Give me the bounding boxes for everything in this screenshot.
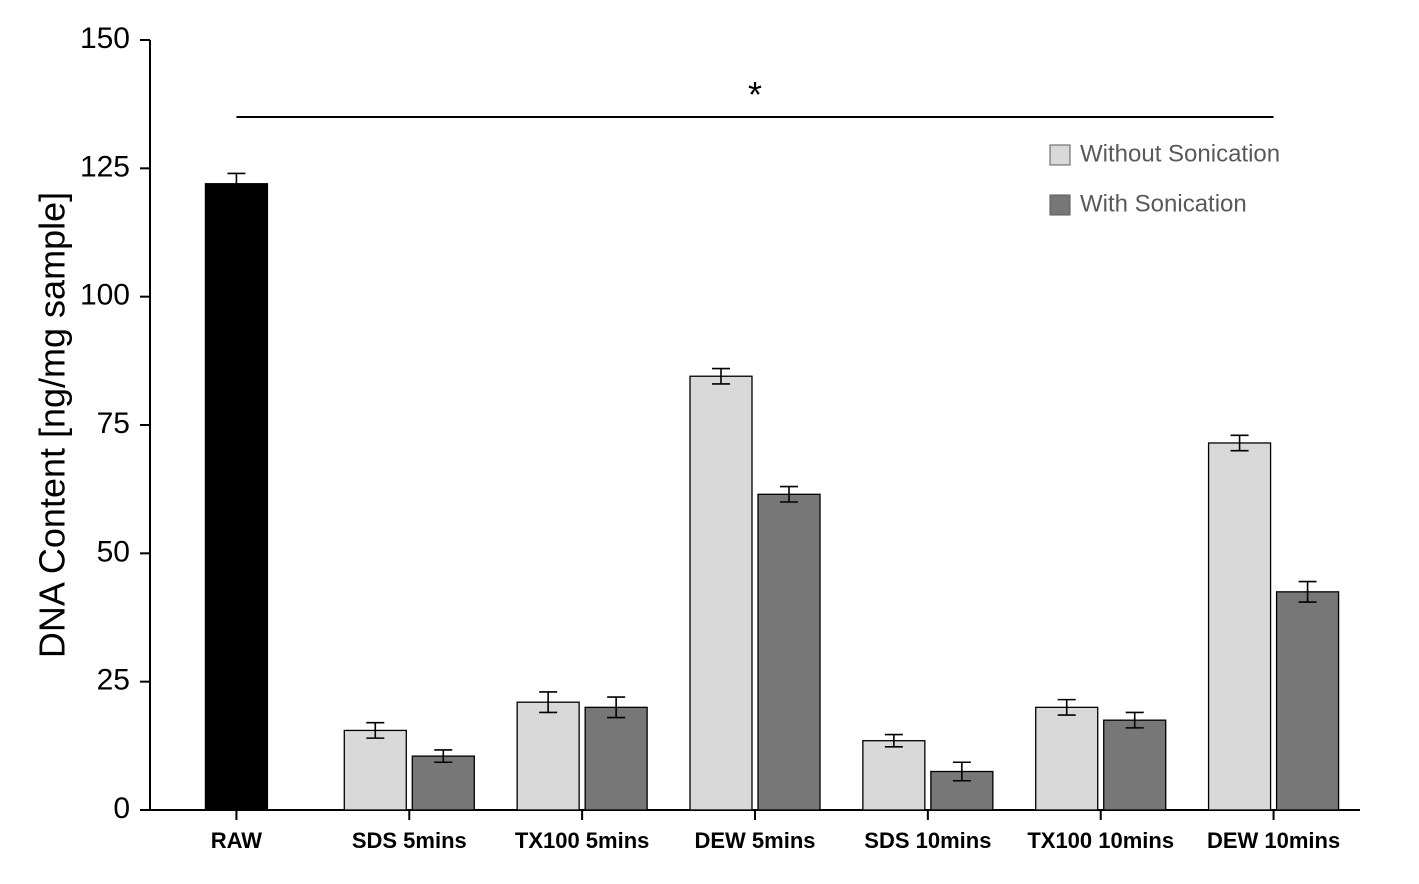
dna-content-chart: 0 25 50 75 100 125 150 DNA Content [ng/mg sampl… [0, 0, 1419, 884]
y-tick-label: 100 [80, 279, 130, 312]
bar [412, 756, 474, 810]
bar [863, 741, 925, 810]
legend-swatch [1050, 145, 1070, 165]
bar [585, 707, 647, 810]
x-tick-label: RAW [211, 828, 263, 853]
bar [517, 702, 579, 810]
chart-svg: 0 25 50 75 100 125 150 DNA Content [ng/mg sampl… [0, 0, 1419, 884]
bar [690, 376, 752, 810]
y-tick-label: 75 [97, 407, 130, 440]
x-tick-label: TX100 10mins [1027, 828, 1174, 853]
y-tick-label: 25 [97, 664, 130, 697]
x-tick-label: TX100 5mins [515, 828, 650, 853]
y-tick-label: 0 [113, 792, 130, 825]
bar [758, 494, 820, 810]
x-tick-label: DEW 5mins [694, 828, 815, 853]
x-tick-label: SDS 5mins [352, 828, 467, 853]
bar [1104, 720, 1166, 810]
bar [344, 730, 406, 810]
legend-label: Without Sonication [1080, 140, 1280, 167]
bar [1209, 443, 1271, 810]
bar [205, 184, 267, 810]
bar [1036, 707, 1098, 810]
bar [1277, 592, 1339, 810]
y-tick-label: 125 [80, 150, 130, 183]
x-tick-label: DEW 10mins [1207, 828, 1340, 853]
sig-star: * [748, 74, 762, 115]
y-tick-label: 50 [97, 535, 130, 568]
y-axis-label: DNA Content [ng/mg sample] [32, 192, 73, 658]
x-tick-label: SDS 10mins [864, 828, 991, 853]
y-tick-label: 150 [80, 22, 130, 55]
legend-swatch [1050, 195, 1070, 215]
legend-label: With Sonication [1080, 190, 1247, 217]
